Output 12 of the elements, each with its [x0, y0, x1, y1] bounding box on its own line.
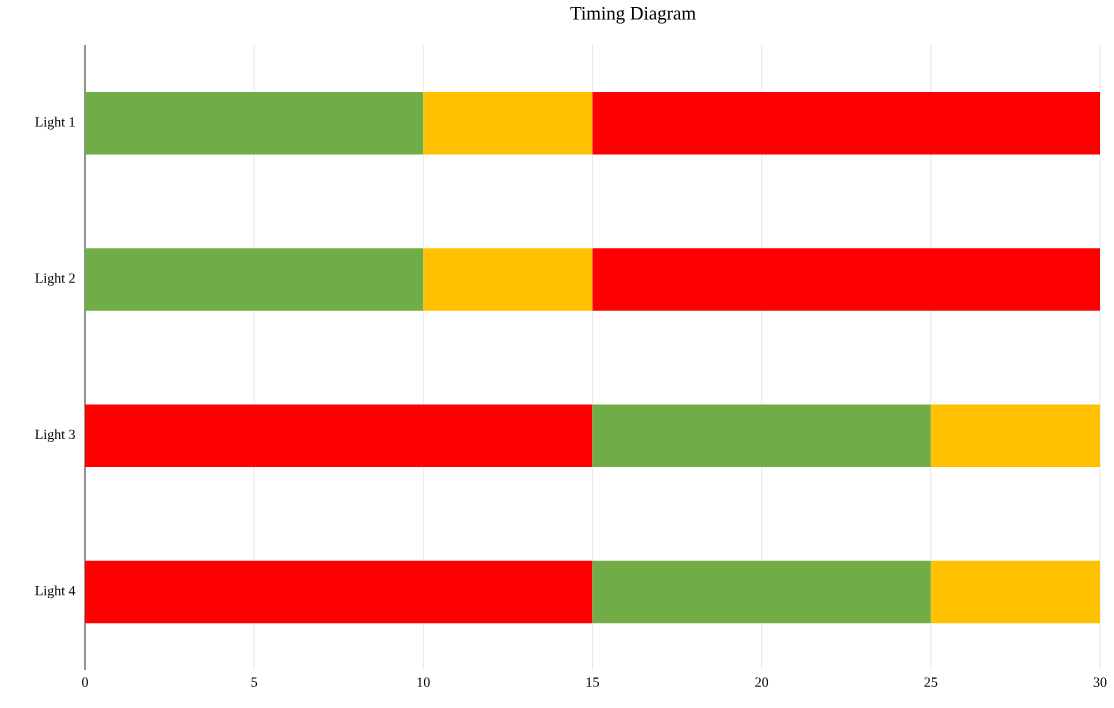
- x-tick-label: 20: [755, 677, 769, 687]
- y-tick-label: Light 4: [35, 585, 76, 599]
- y-tick-label: Light 1: [35, 116, 75, 130]
- chart-title: Timing Diagram: [570, 6, 696, 24]
- x-tick-label: 5: [251, 677, 258, 687]
- x-tick-label: 0: [82, 677, 88, 687]
- x-tick-label: 30: [1093, 677, 1107, 687]
- y-tick-label: Light 3: [35, 429, 75, 442]
- x-tick-label: 25: [924, 677, 938, 687]
- x-tick-label: 10: [417, 677, 430, 687]
- x-tick-label: 15: [586, 677, 599, 687]
- y-tick-label: Light 2: [35, 273, 75, 286]
